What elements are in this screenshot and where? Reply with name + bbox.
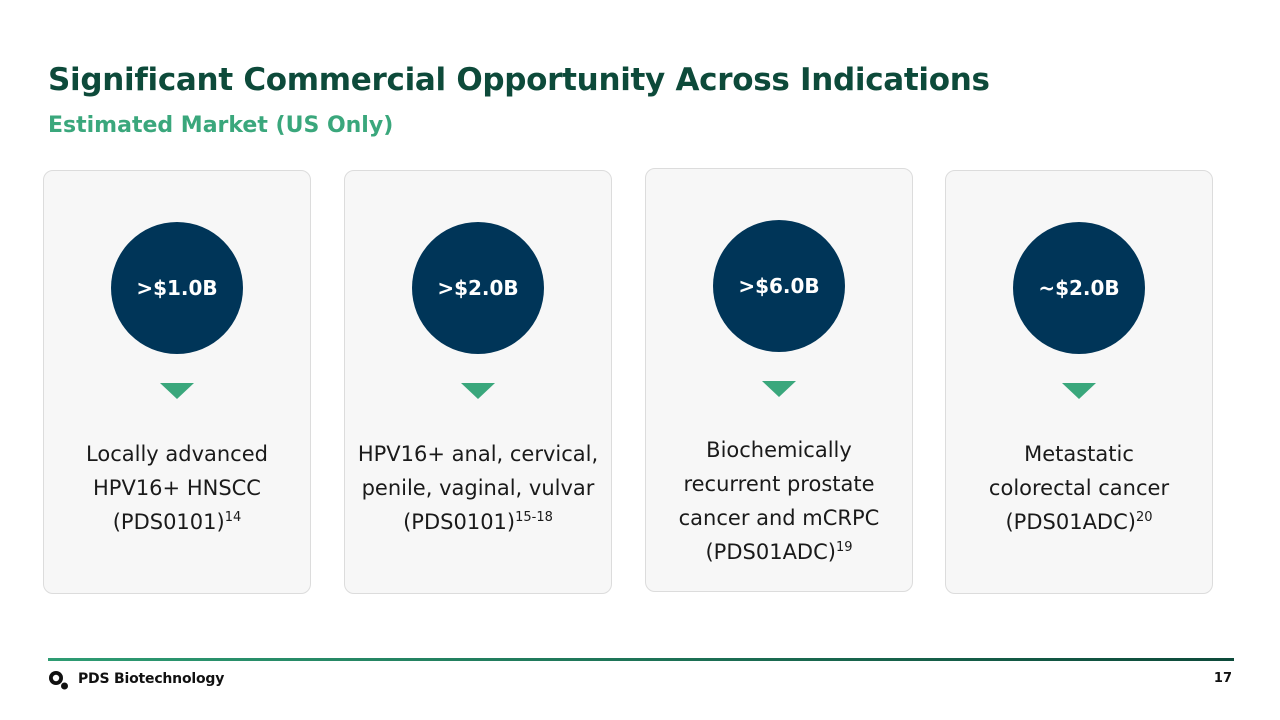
indication-description: Locally advanced HPV16+ HNSCC (PDS0101)1…	[52, 437, 302, 539]
description-line: (PDS01ADC)20	[954, 505, 1204, 539]
indication-description: Metastatic colorectal cancer (PDS01ADC)2…	[954, 437, 1204, 539]
down-arrow-icon	[1062, 383, 1096, 399]
page-number: 17	[1213, 671, 1232, 686]
product-code: (PDS01ADC)	[705, 540, 836, 564]
description-line: HPV16+ HNSCC	[93, 476, 261, 500]
slide-subtitle: Estimated Market (US Only)	[48, 113, 394, 138]
market-value-circle: >$2.0B	[412, 222, 544, 354]
market-value-circle: ~$2.0B	[1013, 222, 1145, 354]
market-value-circle: >$1.0B	[111, 222, 243, 354]
product-code: (PDS0101)	[403, 510, 516, 534]
description-line: Locally advanced	[86, 442, 268, 466]
description-line: colorectal cancer	[988, 476, 1170, 500]
pds-logo-icon	[49, 671, 68, 690]
slide-title: Significant Commercial Opportunity Acros…	[48, 62, 990, 98]
description-line: Biochemically	[706, 438, 852, 462]
market-value-circle: >$6.0B	[713, 220, 845, 352]
company-logo-text: PDS Biotechnology	[78, 671, 225, 687]
market-card-colorectal: ~$2.0B Metastatic colorectal cancer (PDS…	[945, 170, 1213, 594]
market-card-hnscc: >$1.0B Locally advanced HPV16+ HNSCC (PD…	[43, 170, 311, 594]
description-line: penile, vaginal, vulvar	[361, 476, 595, 500]
down-arrow-icon	[461, 383, 495, 399]
product-code: (PDS01ADC)	[1005, 510, 1136, 534]
reference-superscript: 15-18	[515, 510, 553, 525]
indication-description: HPV16+ anal, cervical, penile, vaginal, …	[353, 437, 603, 539]
down-arrow-icon	[160, 383, 194, 399]
description-line: (PDS0101)15-18	[353, 505, 603, 539]
description-line: (PDS0101)14	[52, 505, 302, 539]
product-code: (PDS0101)	[112, 510, 225, 534]
reference-superscript: 19	[835, 540, 853, 555]
description-line: cancer and mCRPC	[678, 506, 880, 530]
reference-superscript: 20	[1135, 510, 1153, 525]
market-card-anogenital: >$2.0B HPV16+ anal, cervical, penile, va…	[344, 170, 612, 594]
description-line: recurrent prostate	[683, 472, 875, 496]
market-card-prostate: >$6.0B Biochemically recurrent prostate …	[645, 168, 913, 592]
indication-description: Biochemically recurrent prostate cancer …	[654, 433, 904, 569]
footer-divider	[48, 658, 1234, 661]
down-arrow-icon	[762, 381, 796, 397]
reference-superscript: 14	[224, 510, 242, 525]
description-line: HPV16+ anal, cervical,	[357, 442, 599, 466]
description-line: (PDS01ADC)19	[654, 535, 904, 569]
description-line: Metastatic	[1024, 442, 1134, 466]
